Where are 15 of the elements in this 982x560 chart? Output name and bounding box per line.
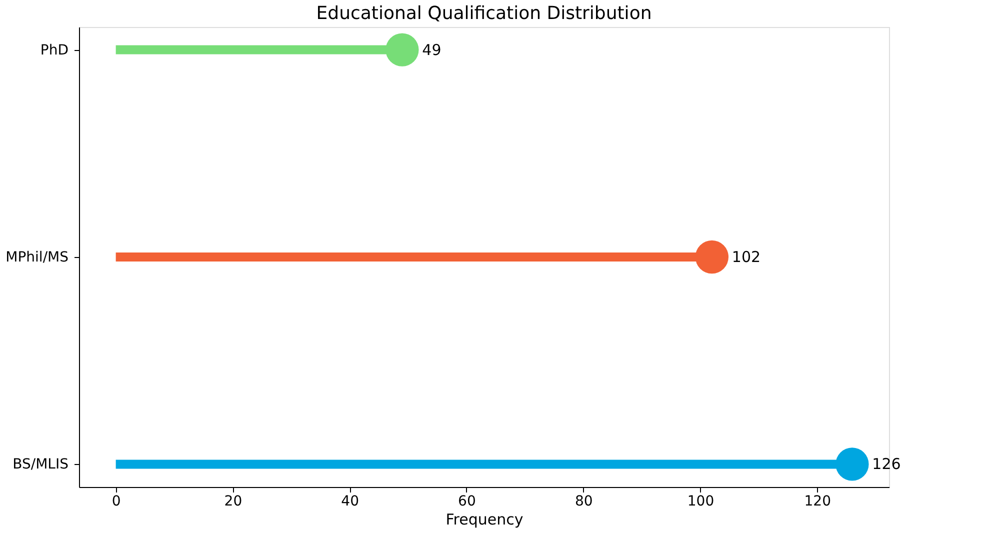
chart-title: Educational Qualification Distribution xyxy=(316,3,652,24)
y-tick-label: BS/MLIS xyxy=(12,456,69,473)
y-tick-label: MPhil/MS xyxy=(6,250,69,266)
x-tick-label: 0 xyxy=(112,494,121,510)
x-tick-label: 120 xyxy=(804,494,831,510)
data-label: 49 xyxy=(422,40,442,59)
data-label: 126 xyxy=(872,455,901,474)
x-tick-label: 100 xyxy=(687,494,714,510)
x-axis-title: Frequency xyxy=(446,510,524,528)
x-tick-label: 60 xyxy=(458,494,476,510)
data-label: 102 xyxy=(732,248,761,266)
x-tick-label: 80 xyxy=(574,494,593,510)
x-tick-label: 40 xyxy=(341,494,359,510)
x-tick-label: 20 xyxy=(224,494,242,510)
y-tick-label: PhD xyxy=(40,42,68,58)
